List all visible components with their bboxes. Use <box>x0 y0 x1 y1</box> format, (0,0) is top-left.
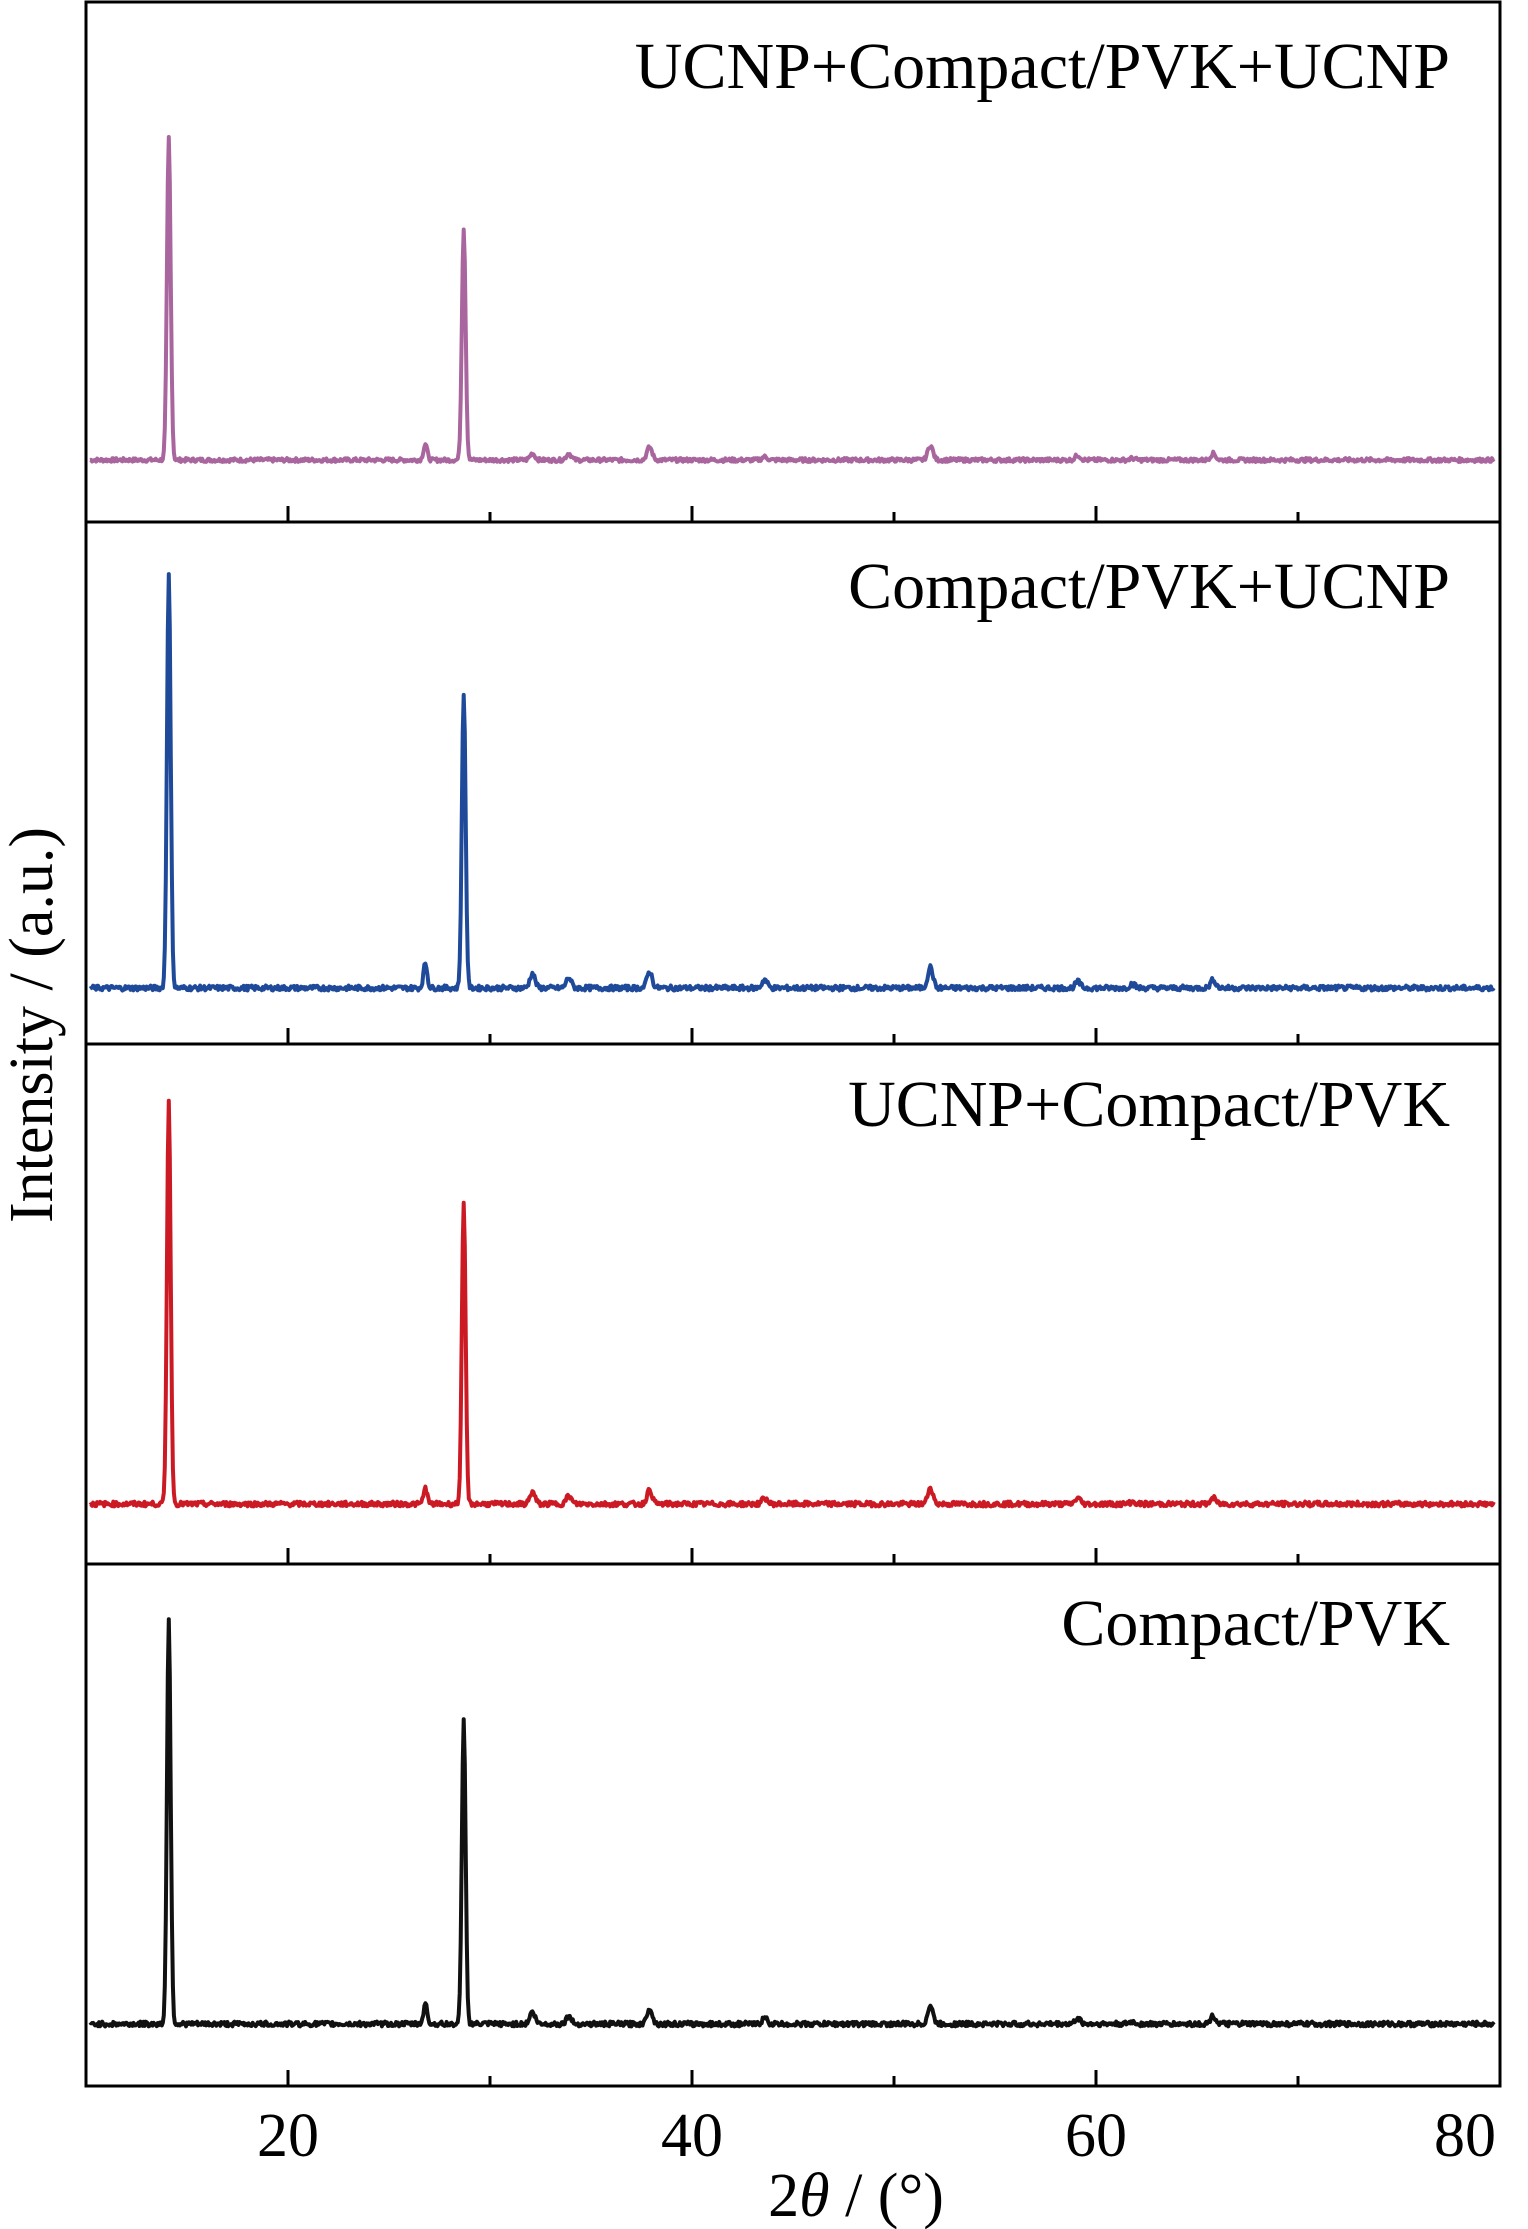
chart-panels: UCNP+Compact/PVK+UCNP Compact/PVK+UCNP UCN… <box>84 0 1502 2088</box>
series-line <box>88 1617 1496 2029</box>
x-tick-label: 60 <box>1065 2102 1127 2170</box>
x-axis-title-suffix: / (°) <box>830 2162 944 2229</box>
series-line <box>89 135 1496 464</box>
series-label: Compact/PVK+UCNP <box>848 550 1450 623</box>
series-label: Compact/PVK <box>1061 1587 1450 1660</box>
panel-2: Compact/PVK+UCNP <box>84 520 1502 1046</box>
series-line <box>88 1098 1496 1509</box>
panel-4: Compact/PVK <box>84 1562 1502 2088</box>
series-label: UCNP+Compact/PVK+UCNP <box>635 30 1450 103</box>
x-tick-label: 80 <box>1434 2102 1496 2170</box>
series-label: UCNP+Compact/PVK <box>848 1068 1450 1141</box>
x-axis-title-prefix: 2 <box>768 2162 799 2229</box>
x-tick-label: 20 <box>257 2102 319 2170</box>
series-line <box>88 572 1496 993</box>
x-axis: 20 40 60 80 <box>257 2070 1502 2170</box>
panel-frame <box>84 1562 1502 2088</box>
x-axis-title: 2θ / (°) <box>768 2162 944 2229</box>
panel-3: UCNP+Compact/PVK <box>84 1042 1502 1566</box>
panel-1: UCNP+Compact/PVK+UCNP <box>84 0 1502 524</box>
x-axis-title-symbol: θ <box>799 2162 829 2229</box>
x-tick-label: 40 <box>661 2102 723 2170</box>
y-axis-title: Intensity / (a.u.) <box>0 827 66 1223</box>
